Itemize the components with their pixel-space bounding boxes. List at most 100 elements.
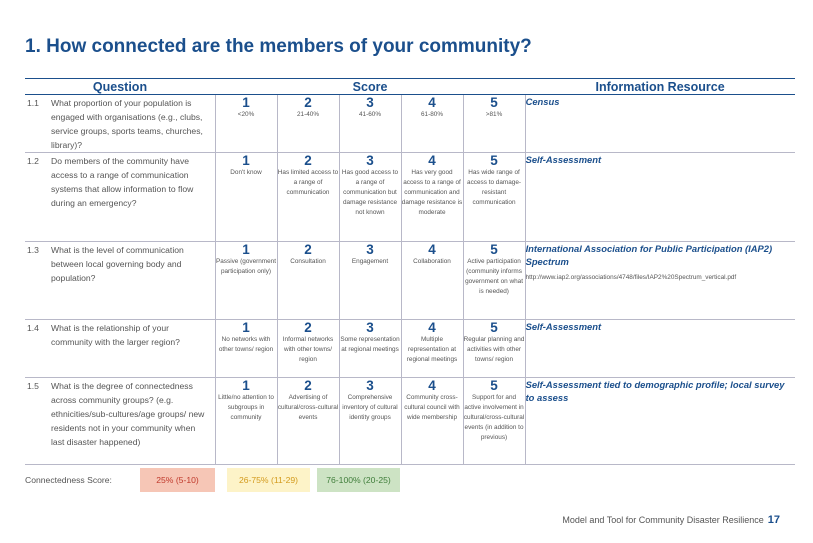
score-number: 4 [428, 378, 436, 393]
title: 1. How connected are the members of your… [25, 36, 532, 57]
score-number: 2 [304, 378, 312, 393]
score-label: 21-40% [296, 111, 320, 118]
resource: Self-Assessment [525, 321, 602, 332]
score-number: 4 [428, 153, 436, 168]
score-number: 1 [242, 320, 250, 335]
score-label: Engagement [351, 258, 389, 265]
score-cell: 5 Regular planning and activities with ot… [462, 319, 526, 378]
question-text: What proportion of your population is en… [51, 98, 203, 150]
score-cell: 5 Support for and active involvement in c… [462, 377, 526, 465]
column-header: Score [215, 78, 526, 95]
score-cell: 4 Has very good access to a range of comm… [400, 152, 464, 242]
question-row: 1.5 What is the degree of connectedness a… [25, 377, 796, 465]
score-number: 2 [304, 95, 312, 110]
column-header: Question [25, 78, 215, 95]
question-number: 1.1 [27, 98, 39, 108]
question-number: 1.5 [27, 381, 39, 391]
question-number: 1.2 [27, 156, 39, 166]
legend-box: 76-100% (20-25) [317, 468, 400, 492]
score-number: 4 [428, 320, 436, 335]
question: 1.2 Do members of the community have acce… [25, 153, 215, 210]
score-cell: 3 41-60% [338, 94, 402, 153]
score-number: 5 [490, 378, 498, 393]
resource-cell: Self-Assessment [524, 319, 796, 378]
score-label: Some representation at regional meetings [340, 336, 400, 353]
question-cell: 1.4 What is the relationship of your comm… [25, 319, 216, 378]
score-number: 3 [366, 320, 374, 335]
score-number: 2 [304, 242, 312, 257]
score-cell: 4 61-80% [400, 94, 464, 153]
page-number: 17 [767, 514, 780, 526]
resource-cell: Self-Assessment tied to demographic prof… [524, 377, 796, 465]
question: 1.5 What is the degree of connectedness a… [25, 378, 215, 449]
resource-cell: International Association for Public Par… [524, 241, 796, 320]
score-cell: 2 Advertising of cultural/cross-cultural … [276, 377, 340, 465]
score-cell: 4 Multiple representation at regional mee… [400, 319, 464, 378]
score-label: 41-60% [358, 111, 382, 118]
resource-cell: Self-Assessment [524, 152, 796, 242]
score-number: 3 [366, 378, 374, 393]
score-label: Has very good access to a range of commu… [401, 169, 463, 216]
score-label: Has wide range of access to damage-resis… [467, 169, 522, 206]
score-label: Informal networks with other towns/ regi… [282, 336, 334, 363]
score-cell: 4 Community cross-cultural council with w… [400, 377, 464, 465]
score-label: No networks with other towns/ region [218, 336, 274, 353]
score-label: Collaboration [413, 258, 451, 265]
score-number: 3 [366, 95, 374, 110]
question-row: 1.2 Do members of the community have acce… [25, 152, 796, 242]
footer: Model and Tool for Community Disaster Re… [562, 514, 780, 526]
score-number: 5 [490, 242, 498, 257]
question: 1.3 What is the level of communication be… [25, 242, 215, 285]
score-cell: 3 Has good access to a range of communica… [338, 152, 402, 242]
score-label: Regular planning and activities with oth… [463, 336, 525, 363]
score-cell: 2 Consultation [276, 241, 340, 320]
resource: International Association for Public Par… [525, 243, 773, 267]
score-cell: 3 Engagement [338, 241, 402, 320]
score-cell: 1 Little/no attention to subgroups in com… [214, 377, 278, 465]
question-cell: 1.3 What is the level of communication be… [25, 241, 216, 320]
question-number: 1.3 [27, 245, 39, 255]
score-number: 4 [428, 95, 436, 110]
score-number: 4 [428, 242, 436, 257]
question-text: What is the relationship of your communi… [51, 323, 180, 347]
score-label: Advertising of cultural/cross-cultural e… [277, 394, 339, 421]
score-number: 5 [490, 153, 498, 168]
score-label: Community cross-cultural council with wi… [404, 394, 460, 421]
score-label: Has good access to a range of communicat… [341, 169, 399, 216]
question-row: 1.3 What is the level of communication be… [25, 241, 796, 320]
score-label: <20% [237, 111, 255, 118]
score-cell: 1 Don't know [214, 152, 278, 242]
score-label: Active participation (community informs … [465, 258, 523, 295]
score-cell: 1 Passive (government participation only) [214, 241, 278, 320]
assessment-table: Question Score Information Resource 1.1 Wha… [25, 78, 796, 465]
question-row: 1.1 What proportion of your population is… [25, 94, 796, 153]
score-number: 2 [304, 320, 312, 335]
score-number: 3 [366, 153, 374, 168]
score-label: Support for and active involvement in cu… [463, 394, 525, 441]
score-number: 2 [304, 153, 312, 168]
score-cell: 2 Has limited access to a range of commun… [276, 152, 340, 242]
score-label: Little/no attention to subgroups in comm… [218, 394, 274, 421]
score-cell: 2 Informal networks with other towns/ reg… [276, 319, 340, 378]
score-number: 5 [490, 95, 498, 110]
resource: Census [525, 96, 560, 107]
score-cell: 2 21-40% [276, 94, 340, 153]
score-label: Passive (government participation only) [215, 258, 277, 275]
score-label: 61-80% [420, 111, 444, 118]
score-cell: 1 <20% [214, 94, 278, 153]
legend-label: Connectedness Score: [25, 475, 112, 485]
score-number: 1 [242, 153, 250, 168]
question: 1.1 What proportion of your population is… [25, 95, 215, 152]
score-cell: 5 Active participation (community informs… [462, 241, 526, 320]
question-cell: 1.5 What is the degree of connectedness a… [25, 377, 216, 465]
resource-cell: Census [524, 94, 796, 153]
score-number: 1 [242, 378, 250, 393]
question-cell: 1.1 What proportion of your population is… [25, 94, 216, 153]
question-number: 1.4 [27, 323, 39, 333]
score-number: 1 [242, 242, 250, 257]
score-cell: 5 >81% [462, 94, 526, 153]
resource: Self-Assessment [525, 154, 602, 165]
score-cell: 5 Has wide range of access to damage-resi… [462, 152, 526, 242]
header-row: Question Score Information Resource [25, 78, 796, 95]
question-text: What is the level of communication betwe… [51, 245, 184, 283]
